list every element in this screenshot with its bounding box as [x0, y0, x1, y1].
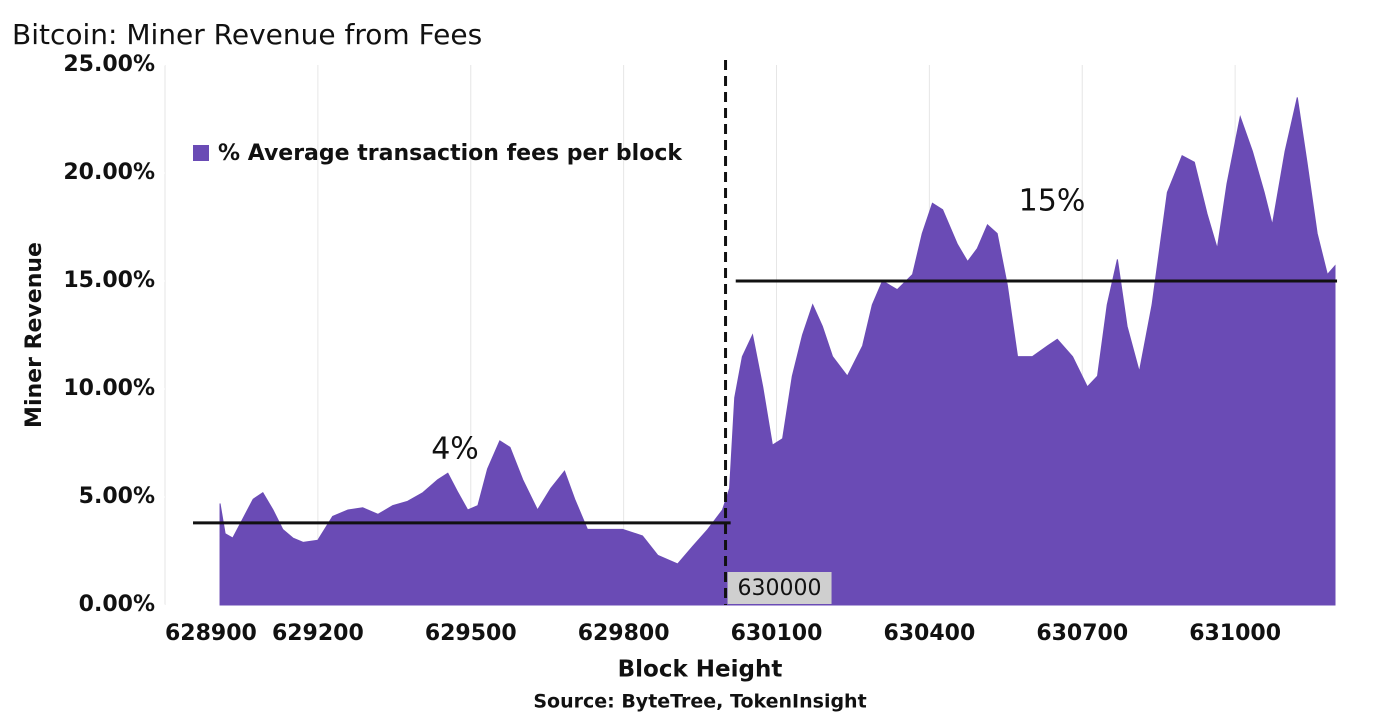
y-tick-label: 20.00%	[63, 160, 155, 185]
x-tick-label: 629800	[578, 621, 670, 646]
source: Source: ByteTree, TokenInsight	[533, 691, 866, 713]
y-tick-label: 10.00%	[63, 376, 155, 401]
x-tick-label: 629500	[425, 621, 517, 646]
y-tick-label: 15.00%	[63, 268, 155, 293]
average-label: 15%	[1019, 184, 1086, 219]
chart-title: Bitcoin: Miner Revenue from Fees	[12, 18, 482, 51]
marker-label: 630000	[738, 576, 822, 601]
x-tick-label: 630100	[731, 621, 823, 646]
y-tick-label: 5.00%	[79, 484, 155, 509]
marker-label-bg	[727, 572, 832, 604]
x-axis-label: Block Height	[618, 657, 783, 683]
area	[219, 97, 1336, 606]
y-tick-label: 0.00%	[79, 592, 155, 617]
y-axis-label: Miner Revenue	[22, 242, 47, 428]
legend-swatch	[193, 145, 209, 161]
legend-label: % Average transaction fees per block	[218, 141, 683, 166]
x-tick-label: 631000	[1189, 621, 1281, 646]
x-tick-label: 630400	[883, 621, 975, 646]
average-label: 4%	[431, 432, 479, 467]
x-tick-label: 629200	[272, 621, 364, 646]
y-tick-label: 25.00%	[63, 52, 155, 77]
x-tick-label: 630700	[1036, 621, 1128, 646]
x-tick-label: 628900	[165, 621, 257, 646]
